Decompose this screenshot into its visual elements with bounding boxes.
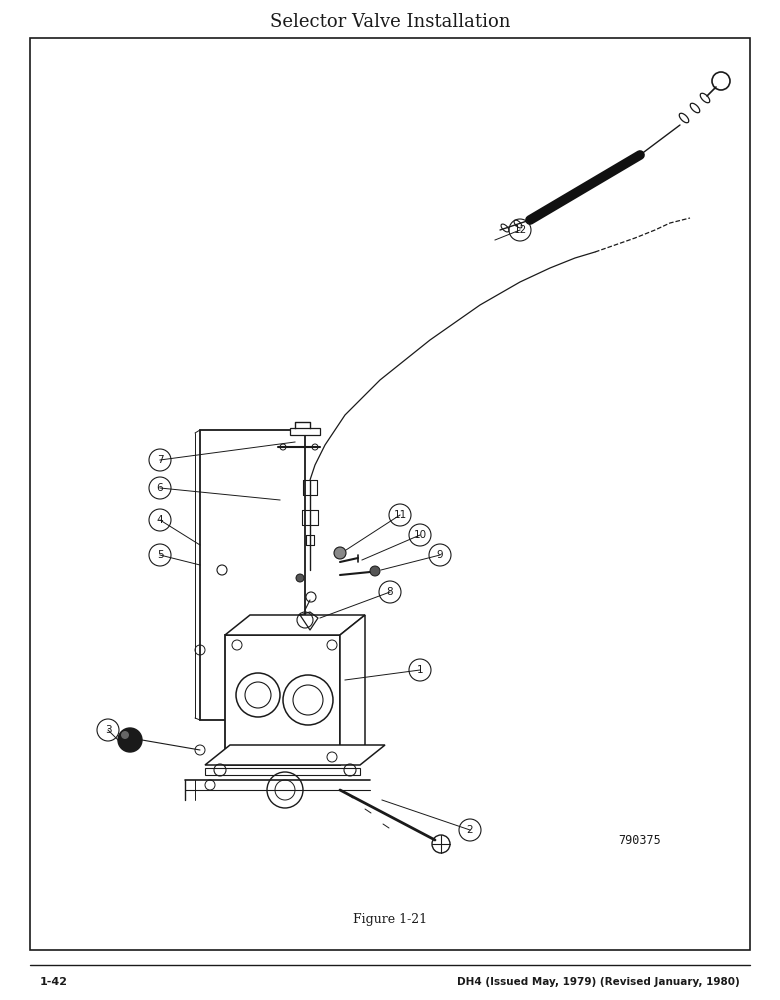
Polygon shape <box>340 615 365 765</box>
Circle shape <box>296 574 304 582</box>
Text: Selector Valve Installation: Selector Valve Installation <box>270 13 510 31</box>
Text: 2: 2 <box>466 825 473 835</box>
Polygon shape <box>225 615 365 635</box>
Circle shape <box>121 731 129 739</box>
Text: DH4 (Issued May, 1979) (Revised January, 1980): DH4 (Issued May, 1979) (Revised January,… <box>457 977 740 987</box>
Text: 1: 1 <box>417 665 424 675</box>
Polygon shape <box>205 768 360 775</box>
Text: Figure 1-21: Figure 1-21 <box>353 914 427 926</box>
Text: 6: 6 <box>157 483 163 493</box>
Text: 7: 7 <box>157 455 163 465</box>
Text: 1-42: 1-42 <box>40 977 68 987</box>
Text: 790375: 790375 <box>619 834 661 846</box>
Text: 10: 10 <box>413 530 427 540</box>
Text: 11: 11 <box>393 510 406 520</box>
Polygon shape <box>290 428 320 435</box>
Text: 5: 5 <box>157 550 163 560</box>
Polygon shape <box>225 635 340 765</box>
Text: 12: 12 <box>513 225 526 235</box>
Circle shape <box>118 728 142 752</box>
Polygon shape <box>205 745 385 765</box>
Circle shape <box>370 566 380 576</box>
Polygon shape <box>200 430 305 720</box>
Text: 8: 8 <box>387 587 393 597</box>
Text: 3: 3 <box>105 725 112 735</box>
Text: 4: 4 <box>157 515 163 525</box>
Text: 9: 9 <box>437 550 443 560</box>
Circle shape <box>334 547 346 559</box>
